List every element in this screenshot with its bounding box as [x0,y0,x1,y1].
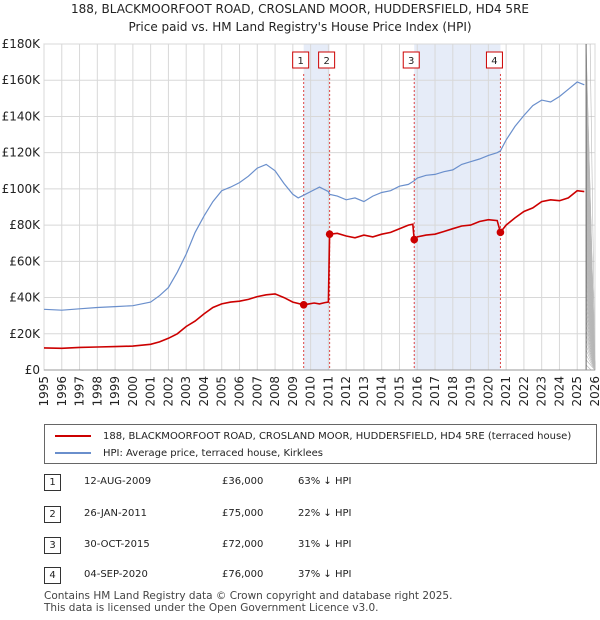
sale-point [299,301,308,309]
y-tick-label: £140K [2,109,42,123]
x-tick-label: 2011 [321,376,335,407]
y-tick-label: £20K [9,327,41,341]
y-tick-label: £0 [25,363,40,377]
x-tick-label: 1999 [108,376,122,407]
x-tick-label: 2012 [339,376,353,407]
x-tick-label: 2005 [215,376,229,407]
hatch-line [589,43,596,371]
x-tick-label: 1995 [37,376,51,407]
x-tick-label: 2007 [250,376,264,407]
footer-copyright: Contains HM Land Registry data © Crown c… [44,590,453,602]
sale-marker-box [485,51,503,69]
hatch-line [585,359,596,371]
sale-price: £72,000 [222,539,264,550]
y-tick-label: £160K [2,73,42,87]
sale-number-badge: 1 [44,474,61,491]
price-chart: 1 2 3 4 £0 £20K £40K £60K £80K £100K £120K £140K £16… [2,37,600,407]
sale-row: 3 30-OCT-2015 £72,000 31% ↓ HPI [0,537,600,557]
x-tick-label: 2024 [552,376,566,407]
sale-point [325,230,334,238]
x-tick-label: 2023 [535,376,549,407]
legend-label-hpi: HPI: Average price, terraced house, Kirk… [103,447,324,459]
legend: 188, BLACKMOORFOOT ROAD, CROSLAND MOOR, … [44,424,597,464]
x-tick-label: 2017 [428,376,442,407]
shaded-period [414,44,501,370]
legend-item-property: 188, BLACKMOORFOOT ROAD, CROSLAND MOOR, … [55,428,571,444]
sale-date: 30-OCT-2015 [84,539,150,550]
y-tick-label: £120K [2,146,42,160]
footer-licence: This data is licensed under the Open Gov… [44,602,379,614]
legend-line-hpi [55,452,91,454]
sale-row: 2 26-JAN-2011 £75,000 22% ↓ HPI [0,506,600,526]
legend-line-property [55,435,91,437]
x-tick-label: 2004 [197,376,211,407]
x-tick-label: 1998 [90,376,104,407]
x-tick-label: 2003 [179,376,193,407]
sale-marker-box [292,51,310,69]
sale-row: 4 04-SEP-2020 £76,000 37% ↓ HPI [0,567,600,587]
y-tick-label: £40K [9,291,41,305]
sale-price: £76,000 [222,569,264,580]
x-tick-label: 2014 [375,376,389,407]
y-tick-label: £180K [2,37,42,51]
chart-title: 188, BLACKMOORFOOT ROAD, CROSLAND MOOR, … [70,2,529,16]
sale-hpi-diff: 22% ↓ HPI [298,508,352,519]
chart-subtitle: Price paid vs. HM Land Registry's House … [128,20,472,34]
sale-point [496,228,505,237]
sale-hpi-diff: 31% ↓ HPI [298,539,352,550]
x-tick-label: 2010 [304,376,318,407]
x-tick-label: 2016 [410,376,424,407]
sale-price: £36,000 [222,476,264,487]
sale-marker-label: 1 [297,56,303,67]
x-tick-label: 2025 [570,376,584,407]
hatch-line [585,44,596,371]
y-tick-label: £80K [9,218,41,232]
legend-item-hpi: HPI: Average price, terraced house, Kirk… [55,445,323,461]
hatch-line [585,354,596,371]
y-tick-label: £60K [9,254,41,268]
sale-hpi-diff: 37% ↓ HPI [298,569,352,580]
sale-date: 12-AUG-2009 [84,476,152,487]
sale-row: 1 12-AUG-2009 £36,000 63% ↓ HPI [0,474,600,494]
sale-hpi-diff: 63% ↓ HPI [298,476,352,487]
sale-marker-label: 2 [323,56,329,67]
sale-marker-label: 4 [491,56,497,67]
sale-marker-box [318,51,336,69]
x-tick-label: 2018 [446,376,460,407]
series-line-hpi [43,81,585,311]
sale-number-badge: 4 [44,567,61,584]
x-tick-label: 2002 [161,376,175,407]
x-tick-label: 2019 [464,376,478,407]
x-tick-label: 2021 [499,376,513,407]
x-tick-label: 2015 [392,376,406,407]
x-tick-label: 2000 [126,376,140,407]
y-tick-label: £100K [2,182,42,196]
x-tick-label: 2006 [233,376,247,407]
hatch-line [585,364,592,371]
x-tick-label: 2013 [357,376,371,407]
sale-date: 26-JAN-2011 [84,508,148,519]
sale-number-badge: 3 [44,537,61,554]
sale-point [410,235,419,244]
x-tick-label: 2020 [481,376,495,407]
x-tick-label: 2009 [286,376,300,407]
sale-marker-label: 3 [408,56,414,67]
x-tick-label: 1996 [55,376,69,407]
x-tick-label: 2026 [588,376,600,407]
x-tick-label: 2022 [517,376,531,407]
x-tick-label: 2008 [268,376,282,407]
sale-price: £75,000 [222,508,264,519]
x-tick-label: 1997 [73,376,87,407]
x-tick-label: 2001 [144,376,158,407]
sale-marker-box [402,51,420,69]
legend-label-property: 188, BLACKMOORFOOT ROAD, CROSLAND MOOR, … [103,430,572,442]
sale-date: 04-SEP-2020 [84,569,148,580]
sale-number-badge: 2 [44,506,61,523]
shaded-period [303,44,330,370]
